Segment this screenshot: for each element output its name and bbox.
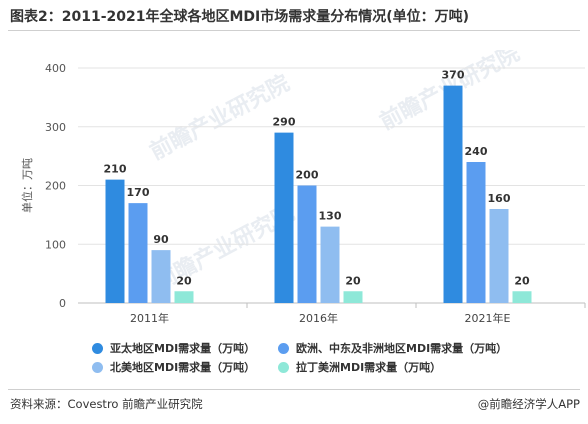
legend-swatch bbox=[278, 342, 289, 354]
bar-value-label: 240 bbox=[465, 145, 488, 158]
legend-swatch bbox=[92, 361, 103, 373]
legend-item: 北美地区MDI需求量（万吨） bbox=[92, 359, 255, 375]
bar-value-label: 20 bbox=[345, 274, 361, 287]
bar bbox=[174, 291, 194, 303]
y-axis-label: 单位：万吨 bbox=[20, 158, 34, 213]
bar bbox=[297, 185, 317, 303]
bar bbox=[443, 85, 463, 303]
legend-swatch bbox=[278, 361, 289, 373]
bar bbox=[105, 179, 125, 303]
legend-label: 拉丁美洲MDI需求量（万吨） bbox=[296, 361, 442, 374]
y-tick-label: 100 bbox=[45, 238, 66, 251]
chart-title: 图表2：2011-2021年全球各地区MDI市场需求量分布情况(单位：万吨) bbox=[10, 9, 470, 25]
legend-item: 拉丁美洲MDI需求量（万吨） bbox=[278, 359, 441, 375]
brand-credit: @前瞻经济学人APP bbox=[477, 397, 580, 411]
x-tick-label: 2021年E bbox=[465, 311, 511, 325]
legend-swatch bbox=[92, 342, 103, 354]
y-tick-label: 300 bbox=[45, 121, 66, 134]
y-tick-label: 0 bbox=[59, 297, 66, 310]
y-tick-label: 200 bbox=[45, 180, 66, 193]
bar-value-label: 20 bbox=[514, 274, 530, 287]
x-tick-label: 2016年 bbox=[299, 311, 338, 325]
footer-divider bbox=[8, 389, 580, 390]
bar-value-label: 130 bbox=[319, 210, 342, 223]
bar bbox=[320, 226, 340, 303]
legend-label: 欧洲、中东及非洲地区MDI需求量（万吨） bbox=[296, 342, 508, 355]
x-tick-label: 2011年 bbox=[130, 311, 169, 325]
legend-item: 欧洲、中东及非洲地区MDI需求量（万吨） bbox=[278, 340, 507, 356]
bar bbox=[151, 250, 171, 303]
bar-chart: 前瞻产业研究院前瞻产业研究院前瞻产业研究院0100200300400单位：万吨2… bbox=[20, 50, 586, 325]
source-note: 资料来源：Covestro 前瞻产业研究院 bbox=[10, 397, 203, 411]
bar bbox=[343, 291, 363, 303]
bar-value-label: 200 bbox=[296, 169, 319, 182]
bar-value-label: 160 bbox=[488, 192, 511, 205]
bar-value-label: 290 bbox=[273, 116, 296, 129]
bar bbox=[489, 209, 509, 303]
bar-value-label: 20 bbox=[176, 274, 192, 287]
y-tick-label: 400 bbox=[45, 62, 66, 75]
bar-value-label: 370 bbox=[442, 69, 465, 82]
legend-label: 亚太地区MDI需求量（万吨） bbox=[110, 342, 256, 355]
title-divider bbox=[8, 30, 580, 31]
bar-value-label: 90 bbox=[153, 233, 169, 246]
bar bbox=[128, 203, 148, 303]
bar-value-label: 210 bbox=[104, 163, 127, 176]
legend-item: 亚太地区MDI需求量（万吨） bbox=[92, 340, 255, 356]
bar-value-label: 170 bbox=[127, 186, 150, 199]
bar bbox=[512, 291, 532, 303]
bar bbox=[466, 162, 486, 303]
legend-label: 北美地区MDI需求量（万吨） bbox=[110, 361, 256, 374]
bar bbox=[274, 132, 294, 303]
